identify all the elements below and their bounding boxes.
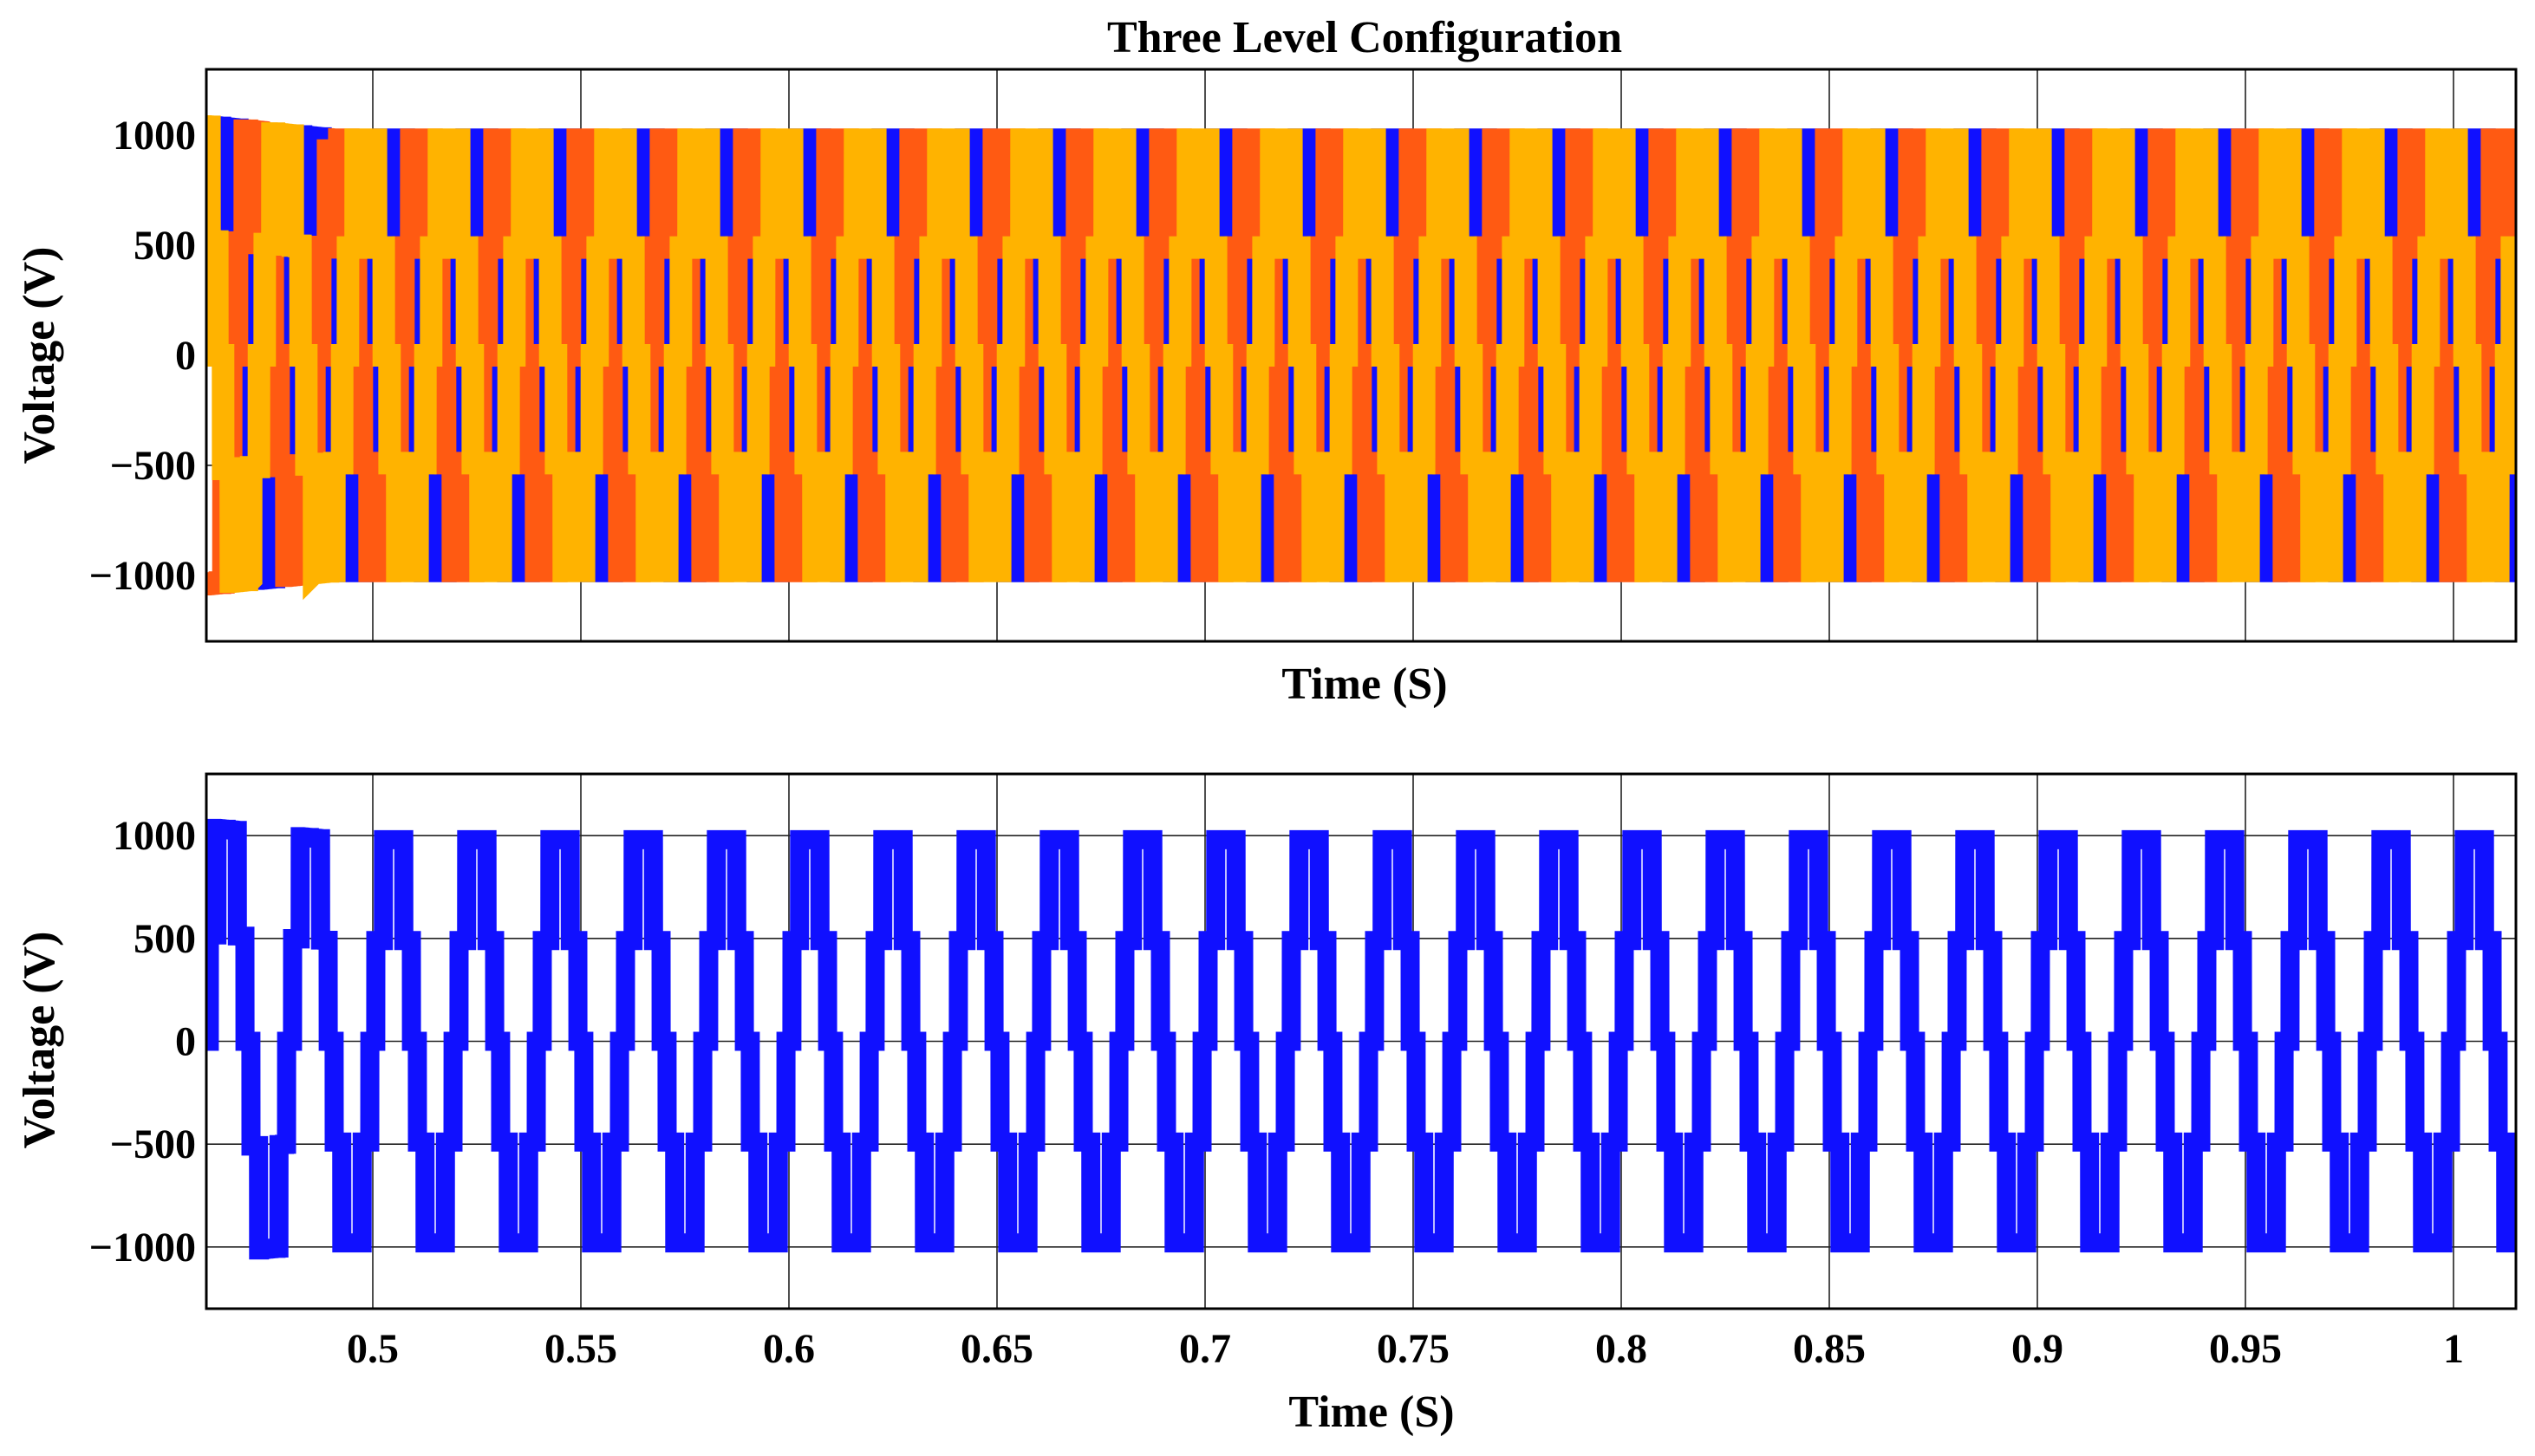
bottom-axes-frame bbox=[205, 772, 2518, 1310]
y-tick-label: 0 bbox=[175, 1019, 196, 1065]
chart-top: Three Level Configuration 1000 500 0 −500 −1… bbox=[15, 13, 2518, 709]
x-tick-label: 0.85 bbox=[1793, 1326, 1866, 1372]
y-tick-label: 0 bbox=[175, 333, 196, 379]
chart-title: Three Level Configuration bbox=[1107, 13, 1622, 62]
y-tick-label: −1000 bbox=[89, 1225, 196, 1271]
x-tick-label: 0.95 bbox=[2209, 1326, 2282, 1372]
y-tick-label: 500 bbox=[134, 223, 196, 269]
y-tick-label: 500 bbox=[134, 916, 196, 962]
x-tick-label: 1 bbox=[2443, 1326, 2464, 1372]
y-tick-label: −1000 bbox=[89, 553, 196, 599]
series-line-phase-c bbox=[206, 115, 2516, 601]
x-tick-label: 0.7 bbox=[1179, 1326, 1231, 1372]
x-tick-label: 0.9 bbox=[2011, 1326, 2063, 1372]
y-tick-label: 1000 bbox=[113, 113, 196, 159]
top-x-axis-label: Time (S) bbox=[1281, 660, 1447, 709]
top-axes-frame bbox=[205, 68, 2518, 643]
top-y-axis-label: Voltage (V) bbox=[15, 247, 64, 465]
series-line-phase-a bbox=[206, 818, 2516, 1260]
x-tick-label: 0.65 bbox=[961, 1326, 1033, 1372]
series-line-phase-b bbox=[206, 119, 2516, 595]
bottom-plot-area bbox=[206, 818, 2516, 1260]
y-tick-label: −500 bbox=[110, 1121, 196, 1167]
bottom-x-tick-labels: 0.5 0.55 0.6 0.65 0.7 0.75 0.8 0.85 0.9 0.95 1 bbox=[347, 1326, 2464, 1372]
y-tick-label: 1000 bbox=[113, 813, 196, 859]
x-tick-label: 0.8 bbox=[1595, 1326, 1647, 1372]
top-plot-area bbox=[206, 115, 2516, 601]
bottom-y-axis-label: Voltage (V) bbox=[15, 932, 64, 1149]
x-tick-label: 0.5 bbox=[347, 1326, 399, 1372]
x-tick-label: 0.6 bbox=[763, 1326, 815, 1372]
x-tick-label: 0.75 bbox=[1377, 1326, 1450, 1372]
y-tick-label: −500 bbox=[110, 443, 196, 489]
bottom-y-tick-labels: 1000 500 0 −500 −1000 bbox=[89, 813, 196, 1271]
bottom-x-axis-label: Time (S) bbox=[1288, 1388, 1454, 1437]
x-tick-label: 0.55 bbox=[544, 1326, 617, 1372]
top-y-tick-labels: 1000 500 0 −500 −1000 bbox=[89, 113, 196, 599]
